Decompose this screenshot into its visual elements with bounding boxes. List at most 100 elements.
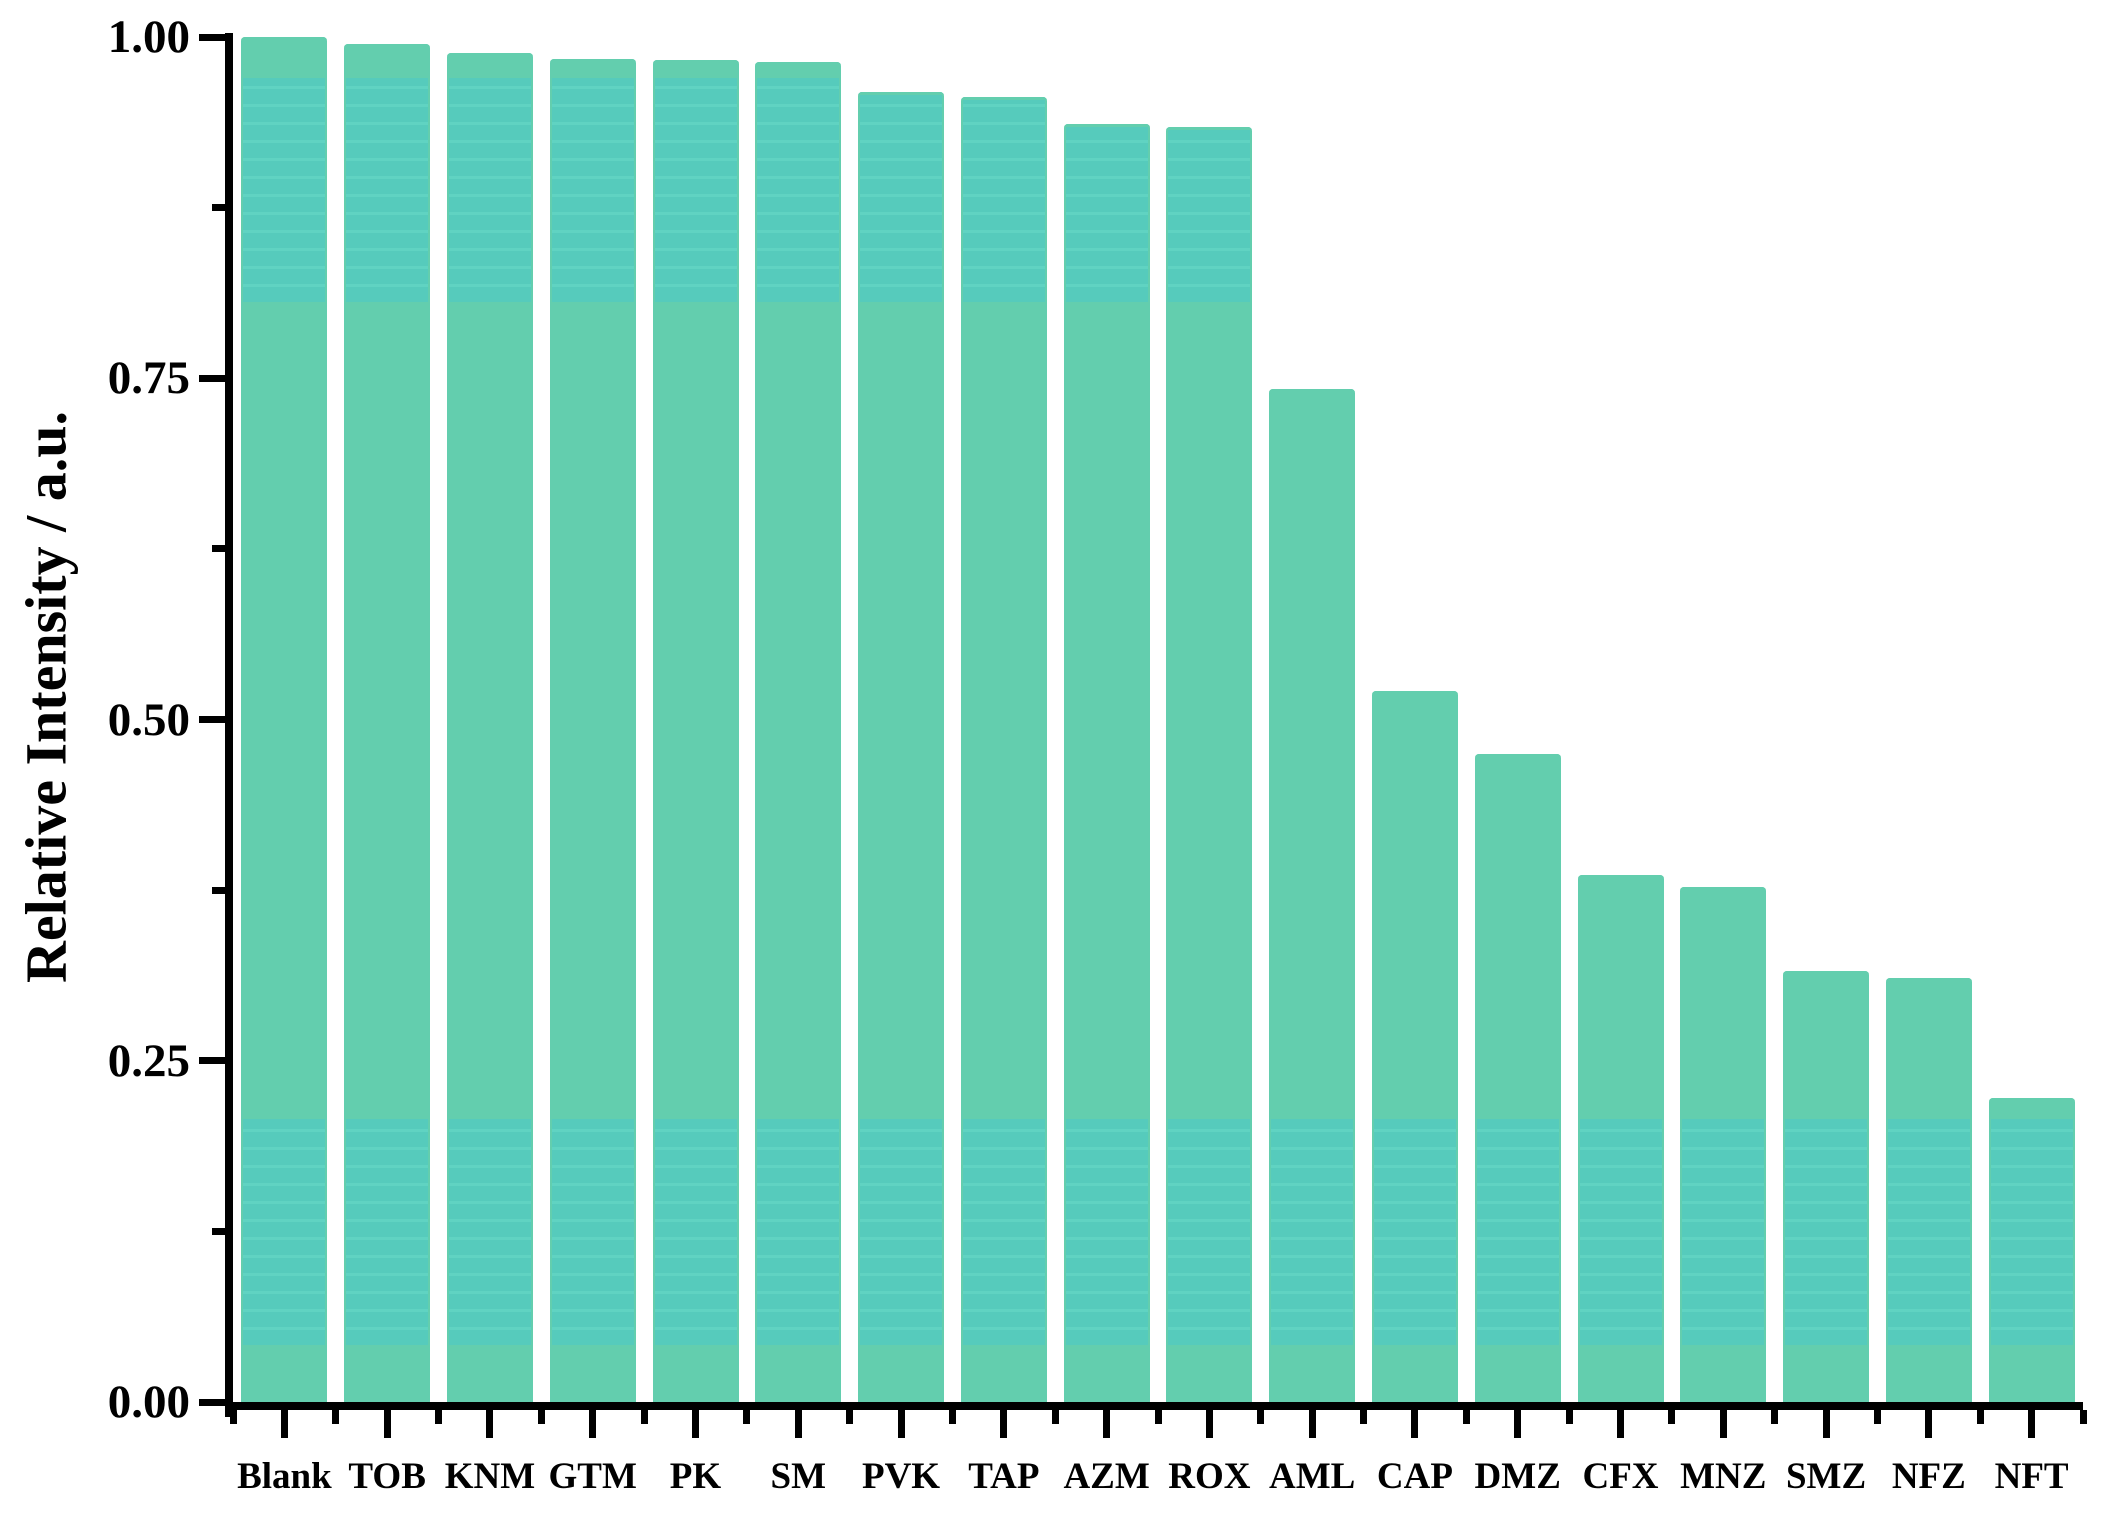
bar-azm [1063,124,1150,1402]
x-axis-minor-tick [640,1410,648,1424]
x-axis-major-tick [1822,1410,1830,1438]
bar-shade-band [346,1119,429,1345]
x-tick-label-dmz: DMZ [1474,1456,1561,1497]
bar-top-edge [1166,127,1253,131]
x-tick-label-gtm: GTM [548,1456,637,1497]
x-tick-label-azm: AZM [1063,1456,1150,1497]
x-axis-minor-tick [846,1410,854,1424]
y-axis-line [225,33,233,1417]
bar-knm [446,53,533,1402]
bar-dmz [1474,753,1561,1402]
bar-shade-band [860,1119,943,1345]
x-axis-major-tick [1925,1410,1933,1438]
bar-smz [1783,970,1870,1402]
bar-shade-band [1168,127,1251,302]
bar-shade-band [243,1119,326,1345]
y-axis-major-tick [199,33,225,41]
x-axis-major-tick [692,1410,699,1438]
bar-shade-band [654,77,737,302]
bar-mnz [1680,887,1767,1402]
x-tick-label-sm: SM [770,1456,827,1497]
x-tick-label-smz: SMZ [1785,1456,1867,1497]
x-axis-minor-tick [2079,1410,2087,1424]
bar-shade-band [1476,1119,1559,1345]
bar-shade-band [1682,1119,1765,1345]
x-tick-label-mnz: MNZ [1680,1456,1767,1497]
bar-cap [1371,690,1458,1402]
bar-blank [241,37,328,1402]
x-axis-major-tick [486,1410,494,1438]
bar-shade-band [448,1119,531,1345]
x-axis-major-tick [1205,1410,1213,1438]
bar-top-edge [344,43,431,47]
bar-top-edge [549,58,636,62]
bar-shade-band [1065,1119,1148,1345]
bar-shade-band [757,1119,840,1345]
bar-shade-band [757,77,840,302]
bar-shade-band [654,1119,737,1345]
bar-shade-band [1579,1119,1662,1345]
x-axis-major-tick [1000,1410,1008,1438]
bar-tob [344,43,431,1402]
x-axis-minor-tick [1051,1410,1059,1424]
bar-top-edge [960,97,1047,101]
x-axis-major-tick [1103,1410,1111,1438]
x-axis-minor-tick [1873,1410,1881,1424]
y-axis-major-tick [199,1057,225,1065]
bar-shade-band [1887,1119,1970,1345]
y-tick-label: 0.25 [107,1034,190,1087]
y-axis-minor-tick [212,545,225,553]
x-axis-minor-tick [743,1410,751,1424]
bar-shade-band [860,91,943,302]
y-axis-minor-tick [212,204,225,212]
bar-cfx [1577,875,1664,1402]
bar-top-edge [1783,970,1870,974]
x-axis-minor-tick [229,1410,237,1424]
bar-shade-band [346,77,429,302]
x-axis-major-tick [1719,1410,1727,1438]
y-tick-label: 0.50 [107,693,190,746]
bar-top-edge [241,37,328,40]
x-axis-major-tick [1617,1410,1624,1438]
x-tick-label-knm: KNM [444,1456,536,1497]
x-axis-minor-tick [1976,1410,1984,1424]
bar-shade-band [448,77,531,302]
x-axis-minor-tick [435,1410,443,1424]
bar-shade-band [962,1119,1045,1345]
bar-top-edge [1269,389,1356,393]
x-axis-minor-tick [1360,1410,1368,1424]
y-axis-minor-tick [212,886,225,894]
x-tick-label-nft: NFT [1994,1456,2069,1497]
bar-top-edge [755,61,842,65]
bar-top-edge [1577,875,1664,879]
bar-sm [755,61,842,1402]
y-axis-major-tick [199,716,225,723]
x-tick-label-pvk: PVK [861,1456,941,1497]
bar-gtm [549,58,636,1402]
plot-area: 0.00 0.25 0.50 0.75 1.00 Blank TOB KNM GTM PK SM PV… [108,11,2087,1497]
bar-shade-band [962,97,1045,302]
x-axis-minor-tick [1771,1410,1779,1424]
bar-shade-band [243,77,326,302]
bar-shade-band [1065,124,1148,302]
bar-pvk [858,91,945,1402]
x-tick-label-tap: TAP [968,1456,1040,1497]
y-tick-label: 1.00 [107,11,190,63]
bar-pk [652,60,739,1402]
bar-shade-band [1785,1119,1868,1345]
x-axis-major-tick [1514,1410,1522,1438]
x-axis-major-tick [280,1410,288,1438]
bar-top-edge [1063,124,1150,128]
x-tick-label-blank: Blank [237,1456,332,1497]
x-axis-minor-tick [948,1410,956,1424]
bar-top-edge [858,91,945,95]
x-axis-minor-tick [1565,1410,1573,1424]
x-tick-label-cap: CAP [1376,1456,1453,1497]
y-axis-major-tick [199,1398,225,1406]
x-axis-minor-tick [332,1410,340,1424]
x-tick-label-aml: AML [1268,1456,1356,1497]
bar-top-edge [1885,977,1972,981]
y-axis-major-tick [199,374,225,382]
bar-shade-band [1373,1119,1456,1345]
